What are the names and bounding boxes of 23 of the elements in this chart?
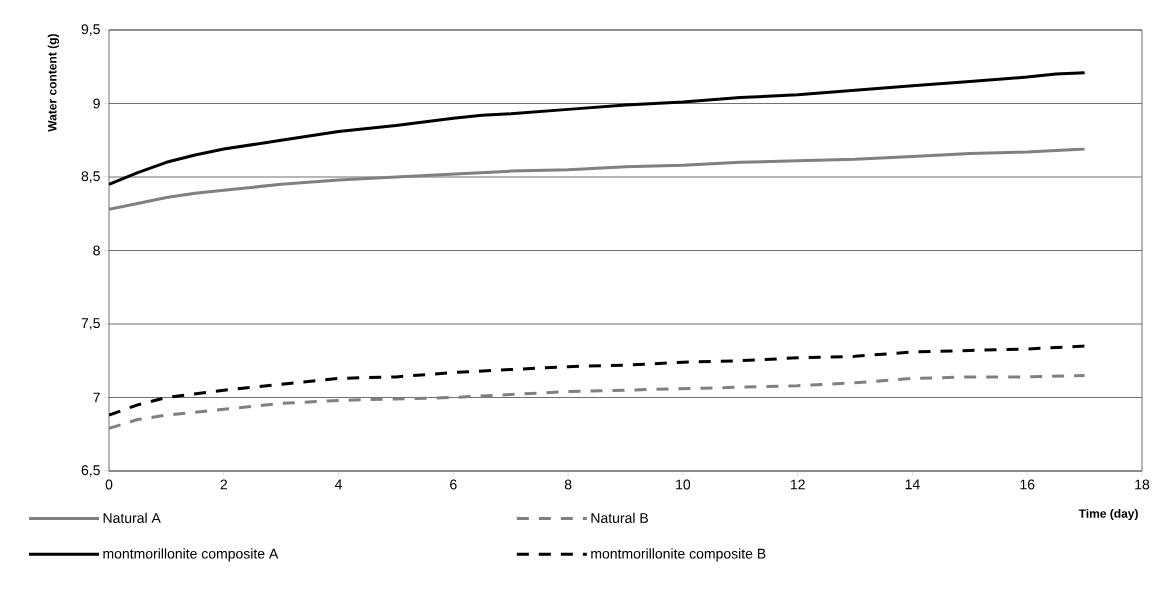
y-axis-title: Water content (g) xyxy=(47,34,59,132)
legend-label: montmorillonite composite B xyxy=(591,548,766,562)
x-tick-label: 0 xyxy=(105,479,113,490)
x-tick-label: 8 xyxy=(564,479,572,490)
x-tick-label: 12 xyxy=(790,479,805,490)
y-tick-label: 8 xyxy=(93,245,100,256)
x-tick-label: 16 xyxy=(1020,479,1035,490)
x-axis-title: Time (day) xyxy=(1078,508,1138,521)
x-tick-label: 4 xyxy=(334,479,343,490)
legend-label: Natural A xyxy=(103,512,161,523)
y-tick-label: 9,5 xyxy=(81,24,100,36)
x-tick-label: 18 xyxy=(1135,479,1150,490)
x-tick-label: 14 xyxy=(905,479,920,490)
y-tick-label: 8,5 xyxy=(81,171,100,183)
y-tick-label: 7,5 xyxy=(81,318,100,330)
y-tick-label: 7 xyxy=(93,392,100,403)
legend-label: montmorillonite composite A xyxy=(103,548,279,562)
legend-label: Natural B xyxy=(591,512,648,523)
y-tick-label: 6,5 xyxy=(81,465,100,477)
x-tick-label: 10 xyxy=(676,479,691,490)
x-tick-label: 6 xyxy=(450,479,457,490)
x-tick-label: 2 xyxy=(220,479,227,490)
y-tick-label: 9 xyxy=(93,98,100,109)
